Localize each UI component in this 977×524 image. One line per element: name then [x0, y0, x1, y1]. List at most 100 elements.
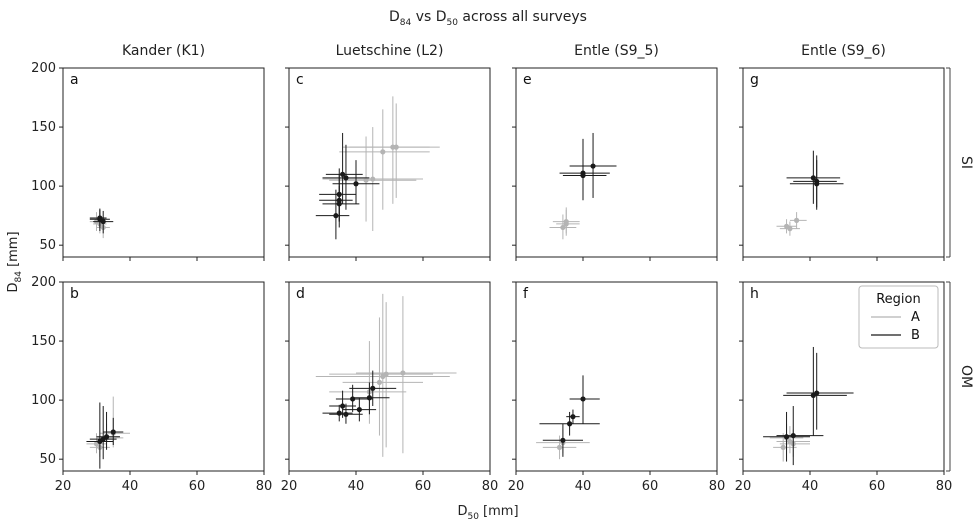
- panel-frame-h: [742, 281, 945, 472]
- data-point-g-3: [810, 175, 816, 181]
- panel-e: e: [512, 67, 718, 261]
- data-point-a-4: [100, 218, 106, 225]
- x-tick-label-d-20: 20: [281, 479, 298, 494]
- panel-c: c: [285, 67, 491, 261]
- y-label-unit: [mm]: [6, 231, 21, 271]
- data-point-h-4: [783, 434, 790, 440]
- y-tick-label-b-150: 150: [31, 334, 56, 349]
- y-label-base: D: [6, 283, 21, 293]
- y-label-sub: 84: [14, 271, 24, 283]
- x-tick-label-d-80: 80: [482, 479, 499, 494]
- plot-layer: Kander (K1) Luetschine (L2) Entle (S9_5) En…: [31, 43, 974, 494]
- data-point-e-1: [560, 224, 566, 231]
- panel-letter-f: f: [523, 286, 529, 302]
- x-tick-label-f-20: 20: [508, 479, 525, 494]
- x-tick-label-b-80: 80: [256, 479, 273, 494]
- data-point-b-7: [103, 434, 110, 440]
- x-label-sub: 50: [467, 512, 479, 522]
- data-point-d-9: [343, 411, 349, 417]
- x-tick-label-h-40: 40: [802, 479, 819, 494]
- data-point-c-0: [380, 149, 386, 155]
- x-tick-label-f-80: 80: [709, 479, 726, 494]
- title-d84-base: D: [389, 9, 400, 25]
- data-point-d-11: [366, 395, 372, 401]
- legend-entry-B: B: [911, 328, 920, 343]
- y-tick-label-a-100: 100: [31, 179, 56, 194]
- title-vs: vs: [411, 9, 435, 25]
- data-point-d-7: [370, 385, 376, 391]
- column-title-1: Luetschine (L2): [336, 43, 444, 59]
- y-tick-label-b-200: 200: [31, 275, 56, 290]
- data-point-c-6: [340, 171, 346, 177]
- data-point-f-5: [580, 396, 586, 402]
- row-label-0: SI: [958, 156, 974, 169]
- data-point-d-1: [400, 370, 406, 376]
- data-point-g-2: [787, 226, 793, 232]
- panel-b: 20 40 60 80 50 100 150 200 b: [31, 275, 272, 494]
- panel-h: 20 40 60 80 h Region AB: [735, 281, 953, 494]
- row-label-1: OM: [958, 365, 974, 388]
- panel-g: g: [739, 67, 945, 261]
- x-tick-label-f-40: 40: [575, 479, 592, 494]
- data-point-g-5: [814, 181, 820, 187]
- panel-frame-g: [742, 67, 945, 258]
- column-title-3: Entle (S9_6): [801, 43, 886, 59]
- data-point-f-2: [560, 437, 566, 443]
- x-tick-label-h-60: 60: [869, 479, 886, 494]
- data-point-c-5: [343, 175, 349, 181]
- x-tick-label-b-40: 40: [122, 479, 139, 494]
- column-title-0: Kander (K1): [122, 43, 205, 59]
- x-tick-label-h-80: 80: [936, 479, 953, 494]
- panel-frame-d: [288, 281, 491, 472]
- data-point-h-7: [814, 390, 820, 396]
- data-point-c-11: [336, 197, 342, 203]
- title-d50-sub: 50: [447, 18, 459, 28]
- data-point-c-10: [333, 213, 339, 219]
- panel-f: 20 40 60 80 f: [508, 281, 726, 494]
- data-point-c-3: [363, 177, 369, 183]
- panel-letter-d: d: [296, 286, 305, 302]
- x-tick-label-h-20: 20: [735, 479, 752, 494]
- data-point-f-4: [570, 414, 576, 420]
- data-point-d-3: [376, 379, 383, 386]
- data-point-b-6: [110, 429, 116, 435]
- title-d84-sub: 84: [400, 18, 412, 28]
- x-axis-label: D50 [mm]: [457, 504, 518, 522]
- chart-title: D84 vs D50 across all surveys: [389, 9, 587, 28]
- legend-entry-A: A: [911, 310, 920, 325]
- x-tick-label-b-20: 20: [55, 479, 72, 494]
- x-tick-label-f-60: 60: [642, 479, 659, 494]
- data-point-a-5: [97, 215, 103, 221]
- data-point-h-3: [780, 444, 786, 450]
- data-point-e-2: [563, 221, 569, 227]
- title-tail: across all surveys: [458, 9, 587, 25]
- data-point-e-3: [590, 163, 596, 169]
- y-axis-label: D84 [mm]: [6, 231, 24, 292]
- legend-title: Region: [876, 292, 921, 307]
- data-point-g-1: [794, 217, 800, 223]
- panel-letter-g: g: [750, 72, 759, 88]
- y-tick-label-a-150: 150: [31, 120, 56, 135]
- y-tick-label-b-50: 50: [39, 452, 56, 467]
- data-point-d-2: [383, 371, 389, 377]
- data-point-d-5: [340, 403, 346, 409]
- panel-frame-e: [515, 67, 718, 258]
- title-d50-base: D: [436, 9, 447, 25]
- x-tick-label-b-60: 60: [189, 479, 206, 494]
- panel-frame-b: [62, 281, 265, 472]
- x-label-unit: [mm]: [479, 504, 519, 519]
- panel-frame-a: [62, 67, 265, 258]
- panel-frame-f: [515, 281, 718, 472]
- panel-letter-h: h: [750, 286, 759, 302]
- y-tick-label-a-200: 200: [31, 61, 56, 76]
- data-point-e-5: [580, 172, 586, 179]
- panel-frame-c: [288, 67, 491, 258]
- panel-letter-b: b: [70, 286, 79, 302]
- panel-d: 20 40 60 80 d: [281, 281, 499, 494]
- data-point-f-1: [556, 444, 563, 450]
- data-point-f-3: [567, 421, 573, 427]
- panel-letter-c: c: [296, 72, 304, 88]
- data-point-c-4: [393, 144, 399, 150]
- panel-letter-a: a: [70, 72, 79, 88]
